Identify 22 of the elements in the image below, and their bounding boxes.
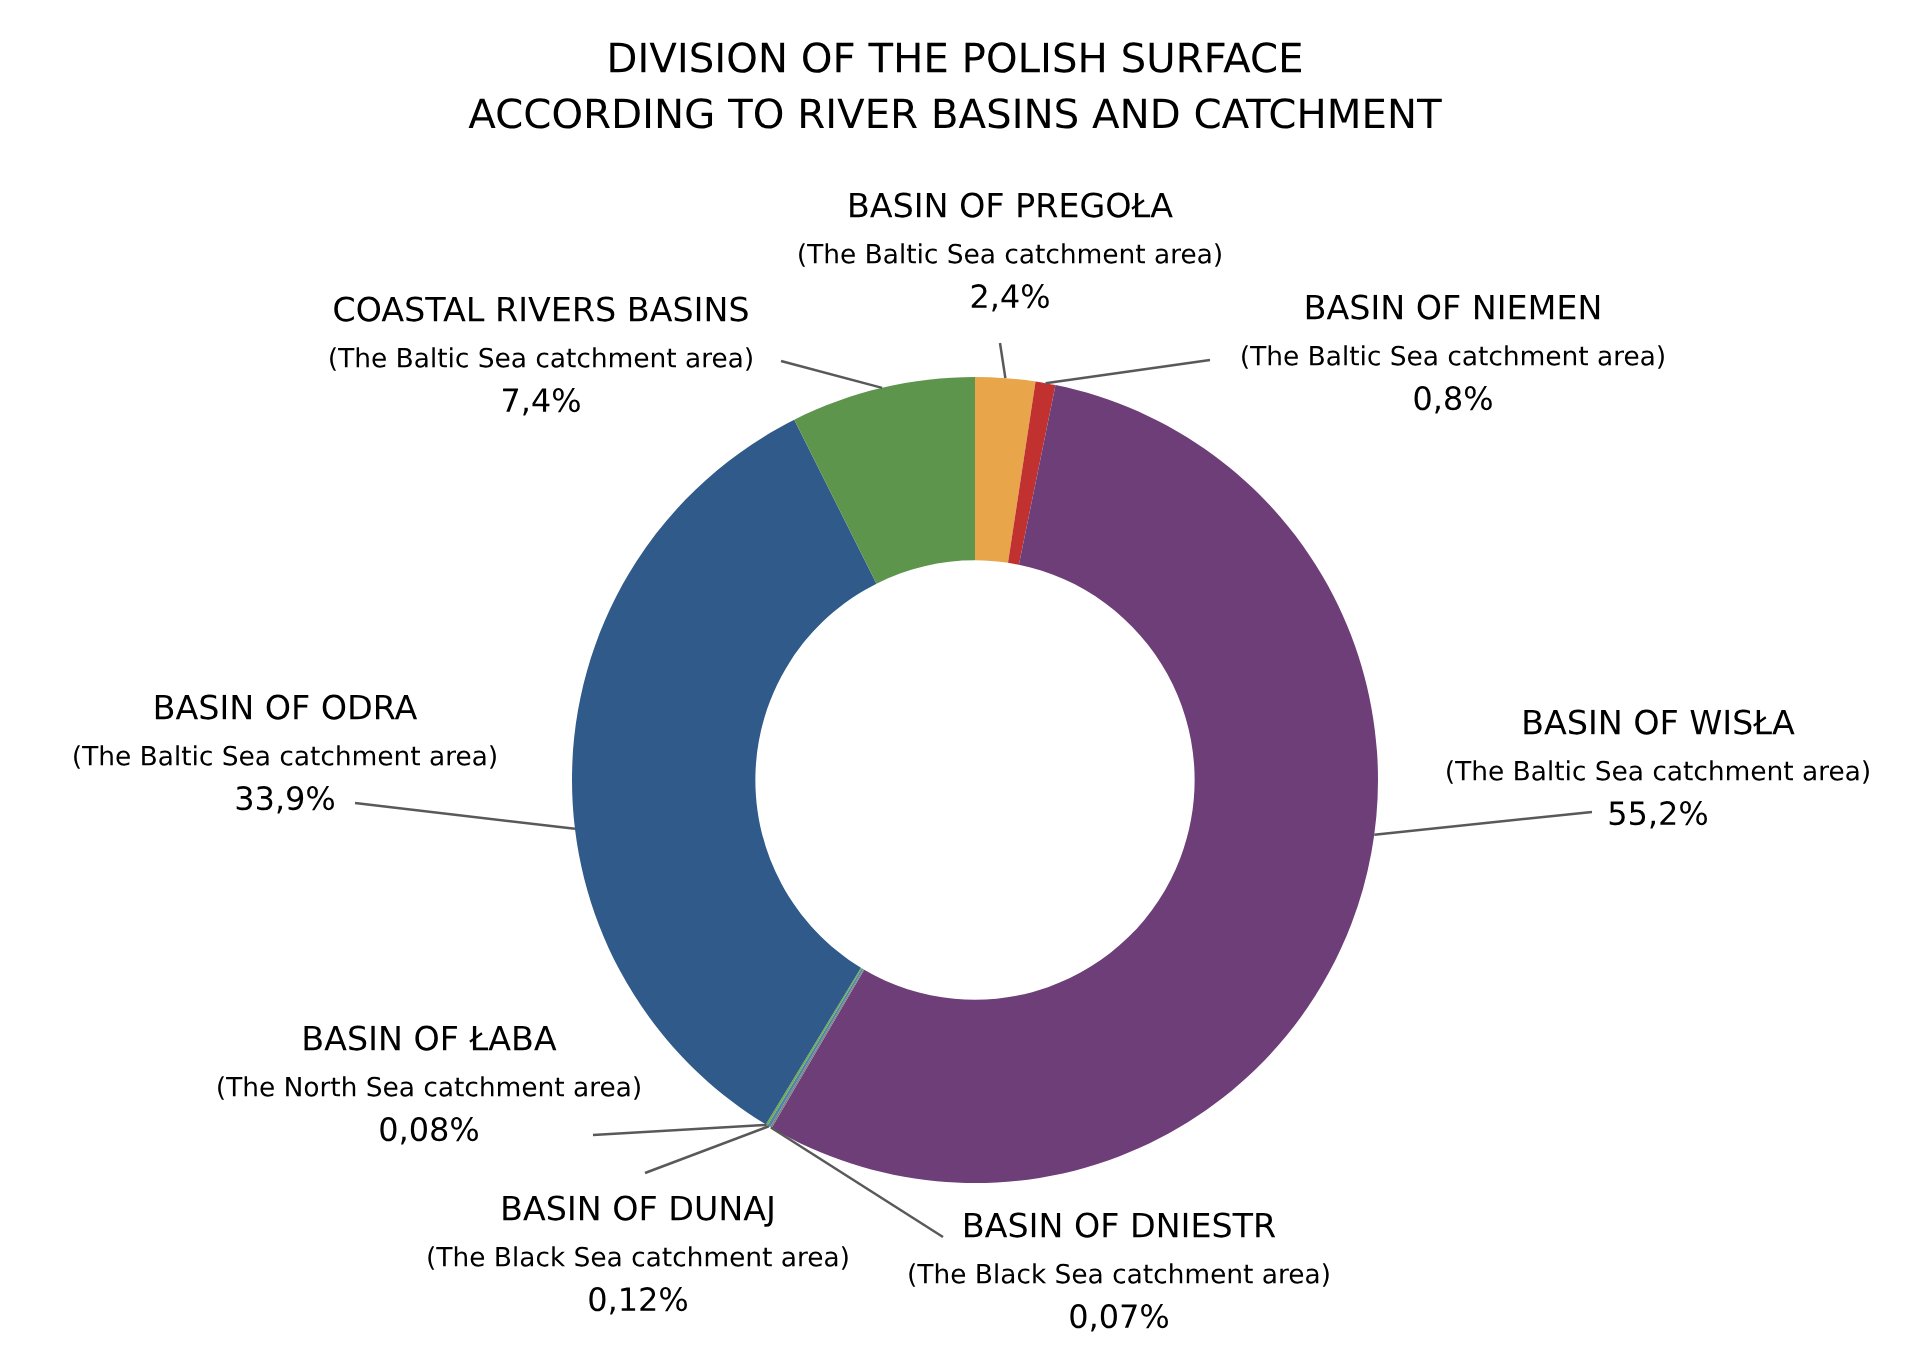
slice-label: BASIN OF WISŁA (The Baltic Sea catchment area) xyxy=(1447,709,1869,784)
slice-label: BASIN OF ŁABA (The North Sea catchment area) xyxy=(218,1025,640,1100)
donut-slice xyxy=(975,377,1036,563)
slice-label: BASIN OF PREGOŁA (The Baltic Sea catchment area) xyxy=(799,192,1221,267)
data-label: 7,4% xyxy=(503,388,580,416)
data-label: 0,07% xyxy=(1070,1304,1168,1332)
slice-label: COASTAL RIVERS BASINS (The Baltic Sea catchment area) xyxy=(330,296,752,371)
data-label: 33,9% xyxy=(236,786,334,814)
slice-label: BASIN OF DNIESTR (The Black Sea catchment area) xyxy=(909,1212,1329,1287)
data-label: 0,8% xyxy=(1414,386,1492,414)
data-label: 55,2% xyxy=(1609,801,1707,829)
data-label: 0,12% xyxy=(589,1287,687,1315)
donut-slice xyxy=(572,419,877,1125)
data-label: 0,08% xyxy=(380,1117,478,1145)
data-label: 2,4% xyxy=(971,284,1049,312)
donut-slice xyxy=(1008,381,1056,565)
donut-slice xyxy=(794,377,975,584)
slice-label: BASIN OF DUNAJ (The Black Sea catchment area) xyxy=(428,1195,848,1270)
slice-label: BASIN OF ODRA (The Baltic Sea catchment area) xyxy=(74,694,496,769)
slice-label: BASIN OF NIEMEN (The Baltic Sea catchment area) xyxy=(1242,294,1664,369)
chart-title: DIVISION OF THE POLISH SURFACE ACCORDING TO RIVER BASINS AND CATCHMENT xyxy=(468,42,1442,129)
donut-slice xyxy=(771,385,1378,1183)
